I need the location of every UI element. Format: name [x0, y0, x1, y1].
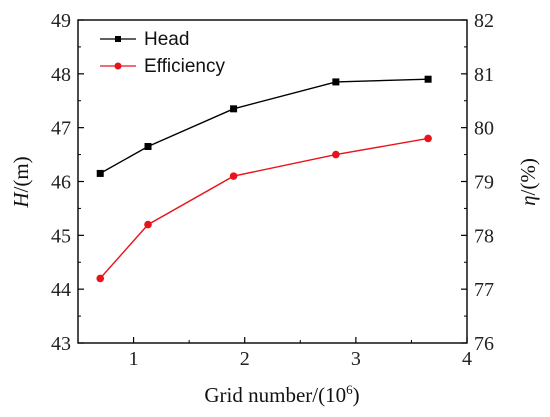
y-left-tick-label: 45: [51, 225, 71, 247]
y-right-tick-label: 76: [474, 333, 494, 355]
y-left-tick-label: 47: [51, 118, 71, 140]
head-point: [230, 105, 238, 113]
head-point: [332, 78, 340, 86]
x-tick-label: 3: [351, 348, 361, 370]
head-point: [424, 75, 432, 83]
efficiency-point: [332, 150, 340, 159]
y-left-tick-label: 48: [51, 64, 71, 86]
y-right-tick-label: 78: [474, 225, 494, 247]
y-left-tick-label: 43: [51, 333, 71, 355]
head-point: [96, 169, 104, 177]
y-left-axis-title: H/(m): [9, 156, 33, 208]
head-point: [144, 143, 152, 151]
series-layer: [96, 75, 432, 283]
legend-head-label: Head: [144, 29, 189, 50]
y-right-tick-label: 80: [474, 118, 494, 140]
y-right-tick-label: 81: [474, 64, 494, 86]
legend-efficiency-marker: [114, 62, 122, 70]
ticks-layer: 1 2 3 4 43 44 45 46 47 48 49 76 77 78 79 80 81 82: [51, 10, 494, 370]
efficiency-point: [424, 134, 432, 143]
y-right-tick-label: 77: [474, 279, 494, 301]
legend-efficiency-label: Efficiency: [144, 56, 225, 77]
x-axis-title: Grid number/(106): [204, 382, 359, 407]
efficiency-point: [96, 274, 105, 283]
y-left-tick-label: 44: [51, 279, 71, 301]
x-tick-label: 2: [240, 348, 250, 370]
x-tick-label: 1: [129, 348, 139, 370]
efficiency-line: [99, 137, 429, 279]
head-line: [99, 78, 429, 175]
y-right-tick-label: 79: [474, 172, 494, 194]
legend-head-marker: [115, 36, 121, 42]
y-left-tick-label: 49: [51, 10, 71, 32]
y-right-axis-title: η/(%): [516, 158, 540, 206]
y-right-tick-label: 82: [474, 10, 494, 32]
efficiency-point: [144, 220, 152, 229]
y-left-tick-label: 46: [51, 172, 71, 194]
efficiency-point: [229, 172, 238, 180]
plot-frame: [77, 19, 468, 344]
legend: Head Efficiency: [100, 29, 225, 77]
x-tick-label: 4: [462, 348, 472, 370]
